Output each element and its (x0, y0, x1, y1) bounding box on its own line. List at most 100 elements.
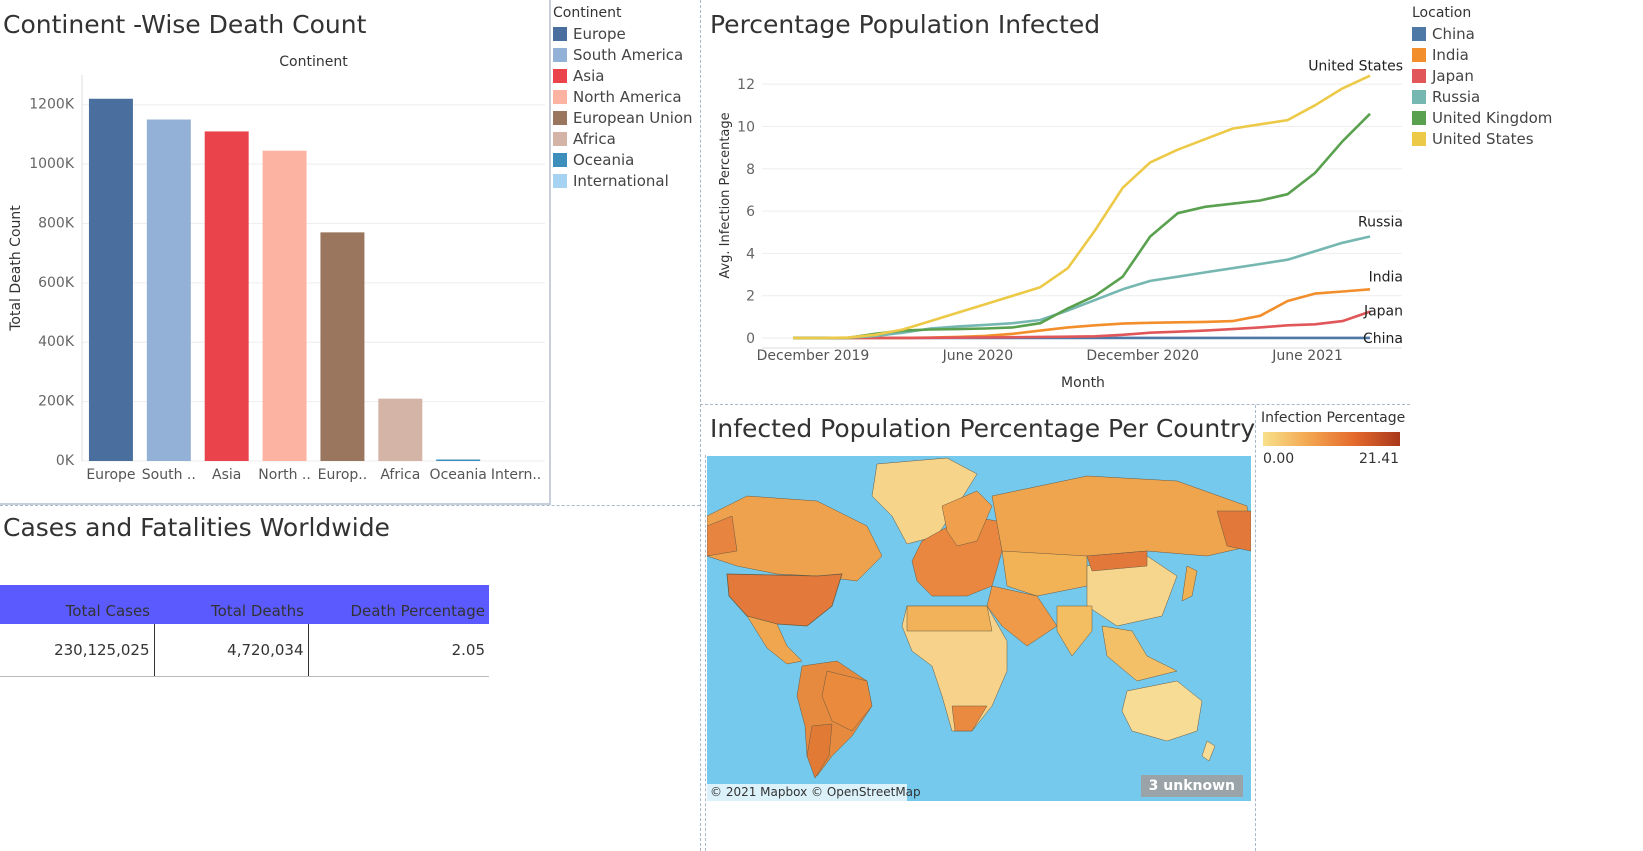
map-attribution[interactable]: © 2021 Mapbox © OpenStreetMap (710, 785, 921, 799)
line-x-tick-label: December 2019 (757, 348, 870, 364)
bar-oceania[interactable] (436, 459, 481, 462)
location-legend-item-india[interactable]: India (1412, 44, 1552, 65)
world-map[interactable]: © 2021 Mapbox © OpenStreetMap 3 unknown (707, 456, 1251, 801)
series-label-japan: Japan (1363, 304, 1403, 320)
bar-north[interactable] (262, 150, 307, 461)
header-death-percentage[interactable]: Death Percentage (308, 585, 489, 624)
bar-y-tick-label: 1000K (29, 156, 75, 172)
header-total-deaths[interactable]: Total Deaths (154, 585, 308, 624)
bar-y-tick-label: 800K (38, 215, 75, 231)
cases-table-header: Total Cases Total Deaths Death Percentag… (0, 585, 489, 624)
bar-x-tick-label: Europ.. (318, 467, 368, 483)
header-total-cases[interactable]: Total Cases (0, 585, 154, 624)
bar-panel-title: Continent -Wise Death Count (3, 10, 367, 39)
bar-asia[interactable] (204, 131, 249, 461)
canada (707, 495, 883, 582)
location-legend-item-united-states[interactable]: United States (1412, 128, 1552, 149)
continent-legend-item-asia[interactable]: Asia (553, 65, 693, 86)
legend-swatch (553, 131, 567, 146)
legend-swatch (553, 68, 567, 83)
central-asia (1001, 550, 1088, 597)
line-chart: 0 2 4 6 8 10 12 December 2019 June 2020 December … (718, 59, 1403, 391)
divider-vertical (700, 0, 701, 851)
location-legend-item-united-kingdom[interactable]: United Kingdom (1412, 107, 1552, 128)
continent-legend-item-oceania[interactable]: Oceania (553, 149, 693, 170)
divider-map-right (1255, 405, 1256, 851)
line-y-tick-label: 6 (746, 204, 755, 220)
line-y-tick-label: 2 (746, 289, 755, 305)
north-africa (906, 605, 993, 632)
legend-swatch (553, 26, 567, 41)
legend-swatch (1412, 68, 1426, 83)
line-y-tick-label: 8 (746, 162, 755, 178)
kamchatka (1216, 510, 1251, 552)
bar-y-tick-label: 600K (38, 275, 75, 291)
bar-x-tick-label: South .. (142, 467, 196, 483)
legend-swatch (1412, 131, 1426, 146)
legend-label: European Union (573, 108, 693, 127)
legend-swatch (553, 152, 567, 167)
new-zealand (1201, 740, 1216, 762)
series-line-japan[interactable] (793, 310, 1371, 340)
legend-swatch (553, 173, 567, 188)
legend-swatch (1412, 89, 1426, 104)
continent-legend-item-european-union[interactable]: European Union (553, 107, 693, 128)
bar-y-tick-label: 1200K (29, 97, 75, 113)
continent-legend-item-europe[interactable]: Europe (553, 23, 693, 44)
location-legend-item-japan[interactable]: Japan (1412, 65, 1552, 86)
map-legend-max: 21.41 (1359, 451, 1400, 467)
cases-table: Total Cases Total Deaths Death Percentag… (0, 585, 489, 677)
continent-legend: Continent Europe South America Asia North A… (553, 5, 693, 191)
legend-label: Africa (573, 129, 616, 148)
legend-label: United States (1432, 129, 1534, 148)
continent-legend-item-africa[interactable]: Africa (553, 128, 693, 149)
world-map-svg (707, 456, 1251, 801)
continent-legend-item-international[interactable]: International (553, 170, 693, 191)
legend-label: South America (573, 45, 684, 64)
location-legend-title: Location (1412, 5, 1472, 21)
legend-label: International (573, 171, 669, 190)
line-y-tick-label: 12 (737, 77, 755, 93)
series-line-russia[interactable] (793, 235, 1371, 340)
bar-x-tick-label: Intern.. (491, 467, 541, 483)
bar-europe[interactable] (88, 98, 133, 461)
table-row[interactable]: 230,125,025 4,720,034 2.05 (0, 624, 489, 677)
line-x-tick-label: June 2020 (942, 348, 1014, 364)
legend-label: United Kingdom (1432, 108, 1553, 127)
legend-swatch (1412, 110, 1426, 125)
bar-y-tick-label: 400K (38, 334, 75, 350)
series-line-india[interactable] (793, 288, 1371, 340)
legend-label: Oceania (573, 150, 635, 169)
bar-chart: Continent 0K 200K 400K 600K 800K 1000K 1200K Tot… (8, 54, 545, 483)
line-y-axis-title: Avg. Infection Percentage (718, 112, 733, 278)
line-y-tick-label: 4 (746, 246, 755, 262)
legend-label: Asia (573, 66, 605, 85)
bar-x-tick-label: Oceania (430, 467, 487, 483)
bar-y-tick-label: 0K (56, 453, 75, 469)
usa (726, 573, 843, 627)
legend-label: Japan (1432, 66, 1474, 85)
series-label-china: China (1363, 331, 1403, 347)
cell-total-deaths: 4,720,034 (154, 624, 309, 677)
divider-horizontal (0, 505, 700, 506)
continent-legend-item-north-america[interactable]: North America (553, 86, 693, 107)
bar-panel-frame (0, 0, 551, 505)
legend-label: Russia (1432, 87, 1481, 106)
southeast-asia (1101, 625, 1178, 682)
unknown-badge[interactable]: 3 unknown (1140, 775, 1243, 797)
location-legend-item-russia[interactable]: Russia (1412, 86, 1552, 107)
legend-swatch (1412, 26, 1426, 41)
bar-south[interactable] (146, 119, 191, 462)
bar-europ[interactable] (320, 232, 365, 461)
japan (1181, 565, 1198, 602)
series-label-india: India (1369, 269, 1403, 285)
series-line-united-states[interactable] (793, 74, 1371, 340)
location-legend-item-china[interactable]: China (1412, 23, 1552, 44)
series-label-united-states: United States (1308, 59, 1403, 75)
continent-legend-item-south-america[interactable]: South America (553, 44, 693, 65)
line-y-tick-label: 10 (737, 119, 755, 135)
location-legend: Location China India Japan Russia United Kin… (1412, 5, 1552, 149)
bar-africa[interactable] (378, 398, 423, 461)
legend-label: North America (573, 87, 682, 106)
attribution-bg (707, 784, 907, 801)
